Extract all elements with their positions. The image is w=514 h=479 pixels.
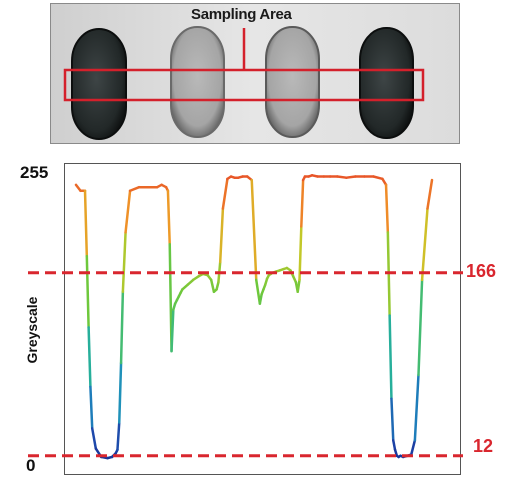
greyscale-line-segment (420, 207, 429, 282)
threshold-label-high: 166 (466, 261, 497, 281)
greyscale-line-segment (118, 361, 123, 424)
greyscale-line-segment (116, 421, 121, 452)
greyscale-line-segment (128, 185, 141, 193)
greyscale-line-segment (124, 189, 132, 234)
sampling-area-label: Sampling Area (191, 6, 292, 23)
greyscale-line-segment (221, 177, 229, 210)
greyscale-line-segment (410, 439, 417, 456)
greyscale-line-segment (119, 290, 125, 365)
pill-light-center-right (265, 26, 320, 138)
greyscale-line-segment (300, 178, 305, 228)
greyscale-line-segment (391, 439, 397, 452)
greyscale-line-segment (384, 183, 390, 234)
greyscale-line-segment (90, 427, 98, 450)
threshold-label-low: 12 (473, 436, 494, 456)
pill-light-center-left (170, 26, 225, 138)
greyscale-line-segment (426, 178, 434, 210)
greyscale-line-segment (390, 397, 395, 442)
y-tick-max: 255 (20, 163, 49, 182)
greyscale-line-segment (296, 278, 301, 294)
pill-dark-right (359, 27, 414, 139)
greyscale-line-segment (372, 175, 384, 181)
greyscale-line-segment (388, 314, 393, 400)
greyscale-line-segment (218, 207, 225, 264)
greyscale-line-segment (166, 189, 171, 246)
greyscale-line-segment (250, 178, 258, 282)
greyscale-line-segment (413, 373, 420, 442)
plot-frame (64, 163, 461, 475)
greyscale-line-segment (121, 231, 127, 294)
greyscale-line-segment (255, 278, 262, 305)
greyscale-line-segment (89, 385, 94, 430)
greyscale-line-segment (209, 278, 216, 294)
greyscale-line-segment (170, 308, 175, 353)
greyscale-line-segment (258, 292, 263, 305)
greyscale-line-segment (85, 254, 90, 329)
greyscale-line-segment (345, 175, 357, 179)
greyscale-line-segment (417, 278, 424, 377)
y-tick-min: 0 (26, 456, 36, 475)
greyscale-line-segment (298, 225, 303, 282)
greyscale-line-segment (87, 326, 92, 389)
pill-dark-left (71, 28, 127, 140)
greyscale-line-segment (83, 189, 89, 258)
y-axis-title: Greyscale (24, 296, 40, 364)
greyscale-line-segment (336, 175, 348, 179)
